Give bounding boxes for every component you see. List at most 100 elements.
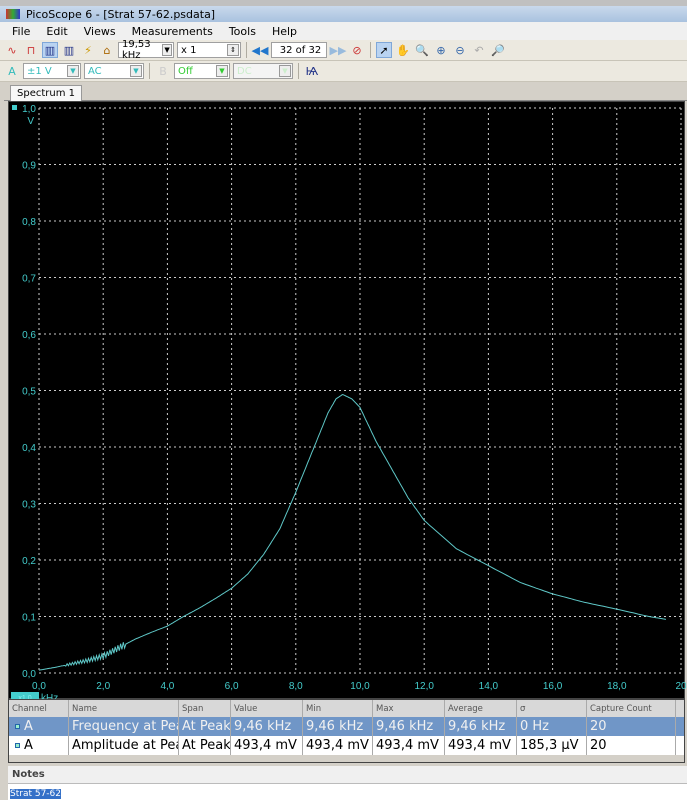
channel-b-state: Off (178, 65, 193, 77)
table-cell: 185,3 µV (517, 736, 587, 755)
zoom-overview-icon[interactable]: 🔎 (491, 43, 505, 57)
x-tick-label: 14,0 (479, 681, 499, 692)
table-cell: 9,46 kHz (231, 717, 303, 736)
channel-a-marker-icon (12, 105, 17, 110)
spectrum-settings-icon[interactable]: ▥ (63, 43, 75, 57)
cell-text: 185,3 µV (520, 738, 579, 753)
table-cell: 493,4 mV (303, 736, 373, 755)
table-cell: 0 Hz (517, 717, 587, 736)
table-cell: 20 (587, 717, 676, 736)
cell-text: At Peak (182, 719, 231, 734)
y-tick-label: 0,0 (22, 669, 36, 680)
y-tick-label: 0,9 (22, 161, 36, 172)
capture-index-value: 32 of 32 (279, 44, 322, 56)
math-channels-icon[interactable]: Ѩ (305, 64, 319, 78)
cell-text: A (24, 738, 33, 753)
x-tick-label: 16,0 (543, 681, 563, 692)
table-cell: Frequency at Peak (69, 717, 179, 736)
first-capture-icon[interactable]: ◀◀ (251, 43, 269, 57)
x-tick-label: 6,0 (225, 681, 239, 692)
zoom-stepper[interactable]: x 1 ⇕ (177, 42, 241, 58)
persistence-mode-icon[interactable]: ⊓ (26, 43, 36, 57)
channel-cell: A (9, 736, 69, 755)
table-cell: Name (69, 700, 179, 717)
timebase-value: 19,53 kHz (122, 39, 151, 61)
x-axis-unit: kHz (41, 693, 58, 700)
notes-text[interactable]: Strat 57-62 (10, 789, 61, 799)
notes-area[interactable]: Strat 57-62 (8, 784, 687, 800)
table-cell: Span (179, 700, 231, 717)
table-cell: 9,46 kHz (303, 717, 373, 736)
zoom-window-icon[interactable]: 🔍 (415, 43, 429, 57)
menu-file[interactable]: File (12, 24, 31, 38)
menu-help[interactable]: Help (271, 24, 298, 38)
zoom-out-icon[interactable]: ⊖ (455, 43, 465, 57)
table-cell: 493,4 mV (231, 736, 303, 755)
hand-tool-icon[interactable]: ✋ (396, 43, 410, 57)
x-tick-label: 2,0 (96, 681, 110, 692)
pointer-tool-icon[interactable]: ➚ (376, 42, 392, 58)
separator (149, 63, 150, 79)
table-cell: 493,4 mV (445, 736, 517, 755)
table-row[interactable]: A Amplitude at Peak At Peak 493,4 mV 493,4 m… (9, 736, 684, 755)
x-tick-label: 18,0 (607, 681, 627, 692)
channel-a-range: ±1 V (27, 65, 52, 77)
channel-a-options[interactable]: A (8, 64, 16, 78)
chevron-down-icon: ▼ (162, 44, 172, 56)
cell-text: 20 (590, 719, 607, 734)
x-tick-label: 20 (675, 681, 686, 692)
cell-text: Amplitude at Peak (72, 738, 179, 753)
home-icon[interactable]: ⌂ (103, 43, 111, 57)
scope-mode-icon[interactable]: ∿ (7, 43, 17, 57)
table-header[interactable]: Channel Name Span Value Min Max Average σ Captur… (9, 700, 684, 717)
spectrum-view[interactable]: 0,0 2,0 4,0 6,0 8,0 10,0 12,0 14,0 16,0 18,0 20 0,0… (8, 101, 686, 700)
channel-b-options[interactable]: B (159, 64, 167, 78)
x-tick-label: 8,0 (289, 681, 303, 692)
spectrum-chart[interactable]: 0,0 2,0 4,0 6,0 8,0 10,0 12,0 14,0 16,0 18,0 20 0,0… (9, 102, 686, 700)
signal-generator-icon[interactable]: ⚡ (84, 43, 92, 57)
next-capture-icon[interactable]: ▶▶ (329, 43, 347, 57)
table-cell: Value (231, 700, 303, 717)
y-tick-label: 0,5 (22, 387, 36, 398)
tab-spectrum-1[interactable]: Spectrum 1 (10, 85, 82, 101)
table-cell: 9,46 kHz (445, 717, 517, 736)
table-cell: Channel (9, 700, 69, 717)
zoom-value: x 1 (181, 44, 197, 56)
cell-text: Capture Count (590, 703, 652, 714)
channel-marker-icon (15, 724, 20, 729)
y-tick-label: 0,7 (22, 274, 36, 285)
cell-text: Channel (12, 703, 47, 714)
capture-index-field[interactable]: 32 of 32 (271, 42, 327, 58)
cell-text: Max (376, 703, 394, 714)
table-cell: At Peak (179, 736, 231, 755)
menu-edit[interactable]: Edit (46, 24, 68, 38)
menu-bar: File Edit Views Measurements Tools Help (0, 22, 687, 40)
stepper-icon[interactable]: ⇕ (227, 44, 239, 56)
cell-text: σ (520, 703, 526, 714)
menu-views[interactable]: Views (83, 24, 116, 38)
undo-zoom-icon[interactable]: ↶ (474, 43, 484, 57)
app-logo-icon (6, 9, 20, 19)
table-cell: 493,4 mV (373, 736, 445, 755)
x-scale-badge (11, 692, 39, 700)
separator (298, 63, 299, 79)
notes-header: Notes (8, 766, 687, 784)
channel-b-coupling-select[interactable]: DC ▼ (233, 63, 293, 79)
table-cell: 20 (587, 736, 676, 755)
compass-icon[interactable]: ⊘ (352, 43, 362, 57)
channel-a-coupling-select[interactable]: AC ▼ (84, 63, 144, 79)
x-tick-label: 0,0 (32, 681, 46, 692)
spectrum-mode-icon[interactable]: ▥ (42, 42, 58, 58)
zoom-in-icon[interactable]: ⊕ (436, 43, 446, 57)
menu-measurements[interactable]: Measurements (131, 24, 213, 38)
y-tick-label: 1,0 (22, 104, 36, 115)
channel-b-range-select[interactable]: Off ▼ (174, 63, 230, 79)
table-cell: Min (303, 700, 373, 717)
timebase-select[interactable]: 19,53 kHz ▼ (118, 39, 174, 61)
cell-text: 9,46 kHz (448, 719, 506, 734)
x-scale-badge-text: x1.0 (18, 695, 31, 700)
menu-tools[interactable]: Tools (228, 24, 256, 38)
chevron-down-icon: ▼ (279, 65, 291, 77)
channel-a-range-select[interactable]: ±1 V ▼ (23, 63, 81, 79)
